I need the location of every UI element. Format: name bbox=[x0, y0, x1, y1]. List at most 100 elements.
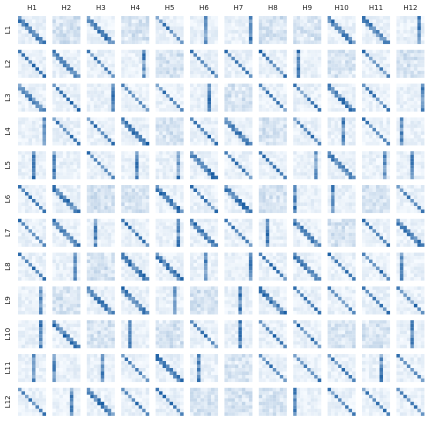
heatmap-cell bbox=[379, 158, 384, 162]
heatmap-cell bbox=[214, 192, 219, 196]
heatmap-cell bbox=[258, 175, 263, 180]
heatmap-cell bbox=[155, 120, 160, 125]
heatmap-cell bbox=[248, 33, 253, 38]
heatmap-cell bbox=[348, 138, 353, 142]
heatmap-cell bbox=[365, 67, 370, 71]
heatmap-cell bbox=[193, 37, 198, 41]
heatmap-cell bbox=[197, 56, 201, 61]
heatmap-cell bbox=[262, 154, 266, 159]
heatmap-cell bbox=[269, 151, 273, 155]
heatmap-cell bbox=[124, 63, 129, 68]
heatmap-cell bbox=[90, 26, 94, 31]
heatmap-cell bbox=[265, 56, 270, 61]
heatmap-cell bbox=[369, 26, 373, 31]
heatmap-cell bbox=[204, 117, 208, 121]
heatmap-cell bbox=[145, 94, 150, 98]
heatmap-cell bbox=[100, 16, 105, 20]
heatmap-cell bbox=[200, 74, 205, 78]
heatmap-cell bbox=[35, 199, 40, 203]
heatmap-cell bbox=[145, 37, 150, 41]
heatmap-cell bbox=[159, 138, 163, 142]
heatmap-cell bbox=[193, 154, 198, 159]
heatmap-cell bbox=[138, 53, 143, 57]
heatmap-cell bbox=[176, 53, 181, 57]
heatmap-cell bbox=[124, 37, 129, 41]
heatmap-cell bbox=[317, 56, 322, 61]
heatmap-cell bbox=[417, 131, 421, 135]
heatmap-cell bbox=[279, 40, 284, 45]
heatmap-cell bbox=[341, 127, 346, 132]
heatmap-cell bbox=[100, 40, 105, 45]
heatmap-cell bbox=[386, 16, 391, 20]
heatmap-cell bbox=[406, 134, 411, 139]
heatmap-cell bbox=[197, 49, 201, 54]
heatmap-cell bbox=[376, 131, 380, 135]
heatmap-cell bbox=[207, 161, 212, 166]
heatmap-cell bbox=[279, 185, 284, 189]
heatmap-cell bbox=[155, 131, 160, 135]
heatmap-cell bbox=[131, 101, 136, 105]
heatmap-cell bbox=[35, 172, 40, 176]
heatmap-cell bbox=[352, 206, 356, 210]
heatmap-cell bbox=[307, 168, 311, 173]
heatmap-cell bbox=[283, 209, 287, 214]
heatmap-cell bbox=[39, 33, 43, 38]
heatmap-cell bbox=[227, 60, 232, 64]
heatmap-cell bbox=[417, 83, 421, 88]
heatmap-cell bbox=[362, 16, 366, 20]
heatmap-cell bbox=[100, 199, 105, 203]
heatmap-cell bbox=[372, 67, 377, 71]
heatmap-cell bbox=[420, 192, 425, 196]
heatmap-cell bbox=[162, 218, 167, 223]
heatmap-cell bbox=[76, 70, 81, 75]
heatmap-cell bbox=[111, 206, 115, 210]
heatmap-cell bbox=[410, 138, 414, 142]
heatmap-cell bbox=[258, 151, 263, 155]
heatmap-cell bbox=[35, 158, 40, 162]
heatmap-cell bbox=[52, 60, 56, 64]
heatmap-cell bbox=[283, 127, 287, 132]
heatmap-cell bbox=[73, 23, 77, 27]
heatmap-panel bbox=[327, 117, 356, 146]
heatmap-cell bbox=[100, 56, 105, 61]
heatmap-cell bbox=[100, 206, 105, 210]
heatmap-cell bbox=[18, 154, 22, 159]
heatmap-cell bbox=[52, 83, 56, 88]
heatmap-cell bbox=[231, 74, 235, 78]
heatmap-cell bbox=[142, 188, 146, 193]
heatmap-cell bbox=[131, 19, 136, 24]
heatmap-cell bbox=[131, 49, 136, 54]
heatmap-cell bbox=[107, 49, 112, 54]
heatmap-cell bbox=[121, 127, 125, 132]
heatmap-cell bbox=[66, 117, 70, 121]
heatmap-cell bbox=[262, 108, 266, 112]
heatmap-cell bbox=[376, 90, 380, 95]
heatmap-cell bbox=[86, 232, 91, 237]
heatmap-cell bbox=[128, 172, 132, 176]
heatmap-cell bbox=[310, 127, 315, 132]
heatmap-cell bbox=[176, 16, 181, 20]
heatmap-cell bbox=[173, 60, 177, 64]
heatmap-cell bbox=[121, 33, 125, 38]
heatmap-cell bbox=[138, 243, 143, 247]
heatmap-panel bbox=[190, 151, 219, 180]
heatmap-cell bbox=[28, 222, 33, 226]
heatmap-cell bbox=[352, 108, 356, 112]
heatmap-cell bbox=[104, 108, 108, 112]
heatmap-cell bbox=[310, 97, 315, 102]
heatmap-cell bbox=[90, 37, 94, 41]
heatmap-cell bbox=[62, 229, 67, 233]
heatmap-cell bbox=[348, 60, 353, 64]
heatmap-cell bbox=[417, 158, 421, 162]
heatmap-cell bbox=[35, 60, 40, 64]
heatmap-cell bbox=[207, 185, 212, 189]
heatmap-cell bbox=[269, 87, 273, 91]
heatmap-cell bbox=[173, 168, 177, 173]
heatmap-cell bbox=[283, 97, 287, 102]
heatmap-cell bbox=[314, 192, 318, 196]
heatmap-cell bbox=[131, 165, 136, 169]
heatmap-cell bbox=[307, 70, 311, 75]
heatmap-cell bbox=[293, 30, 297, 34]
heatmap-cell bbox=[352, 53, 356, 57]
heatmap-cell bbox=[100, 239, 105, 244]
